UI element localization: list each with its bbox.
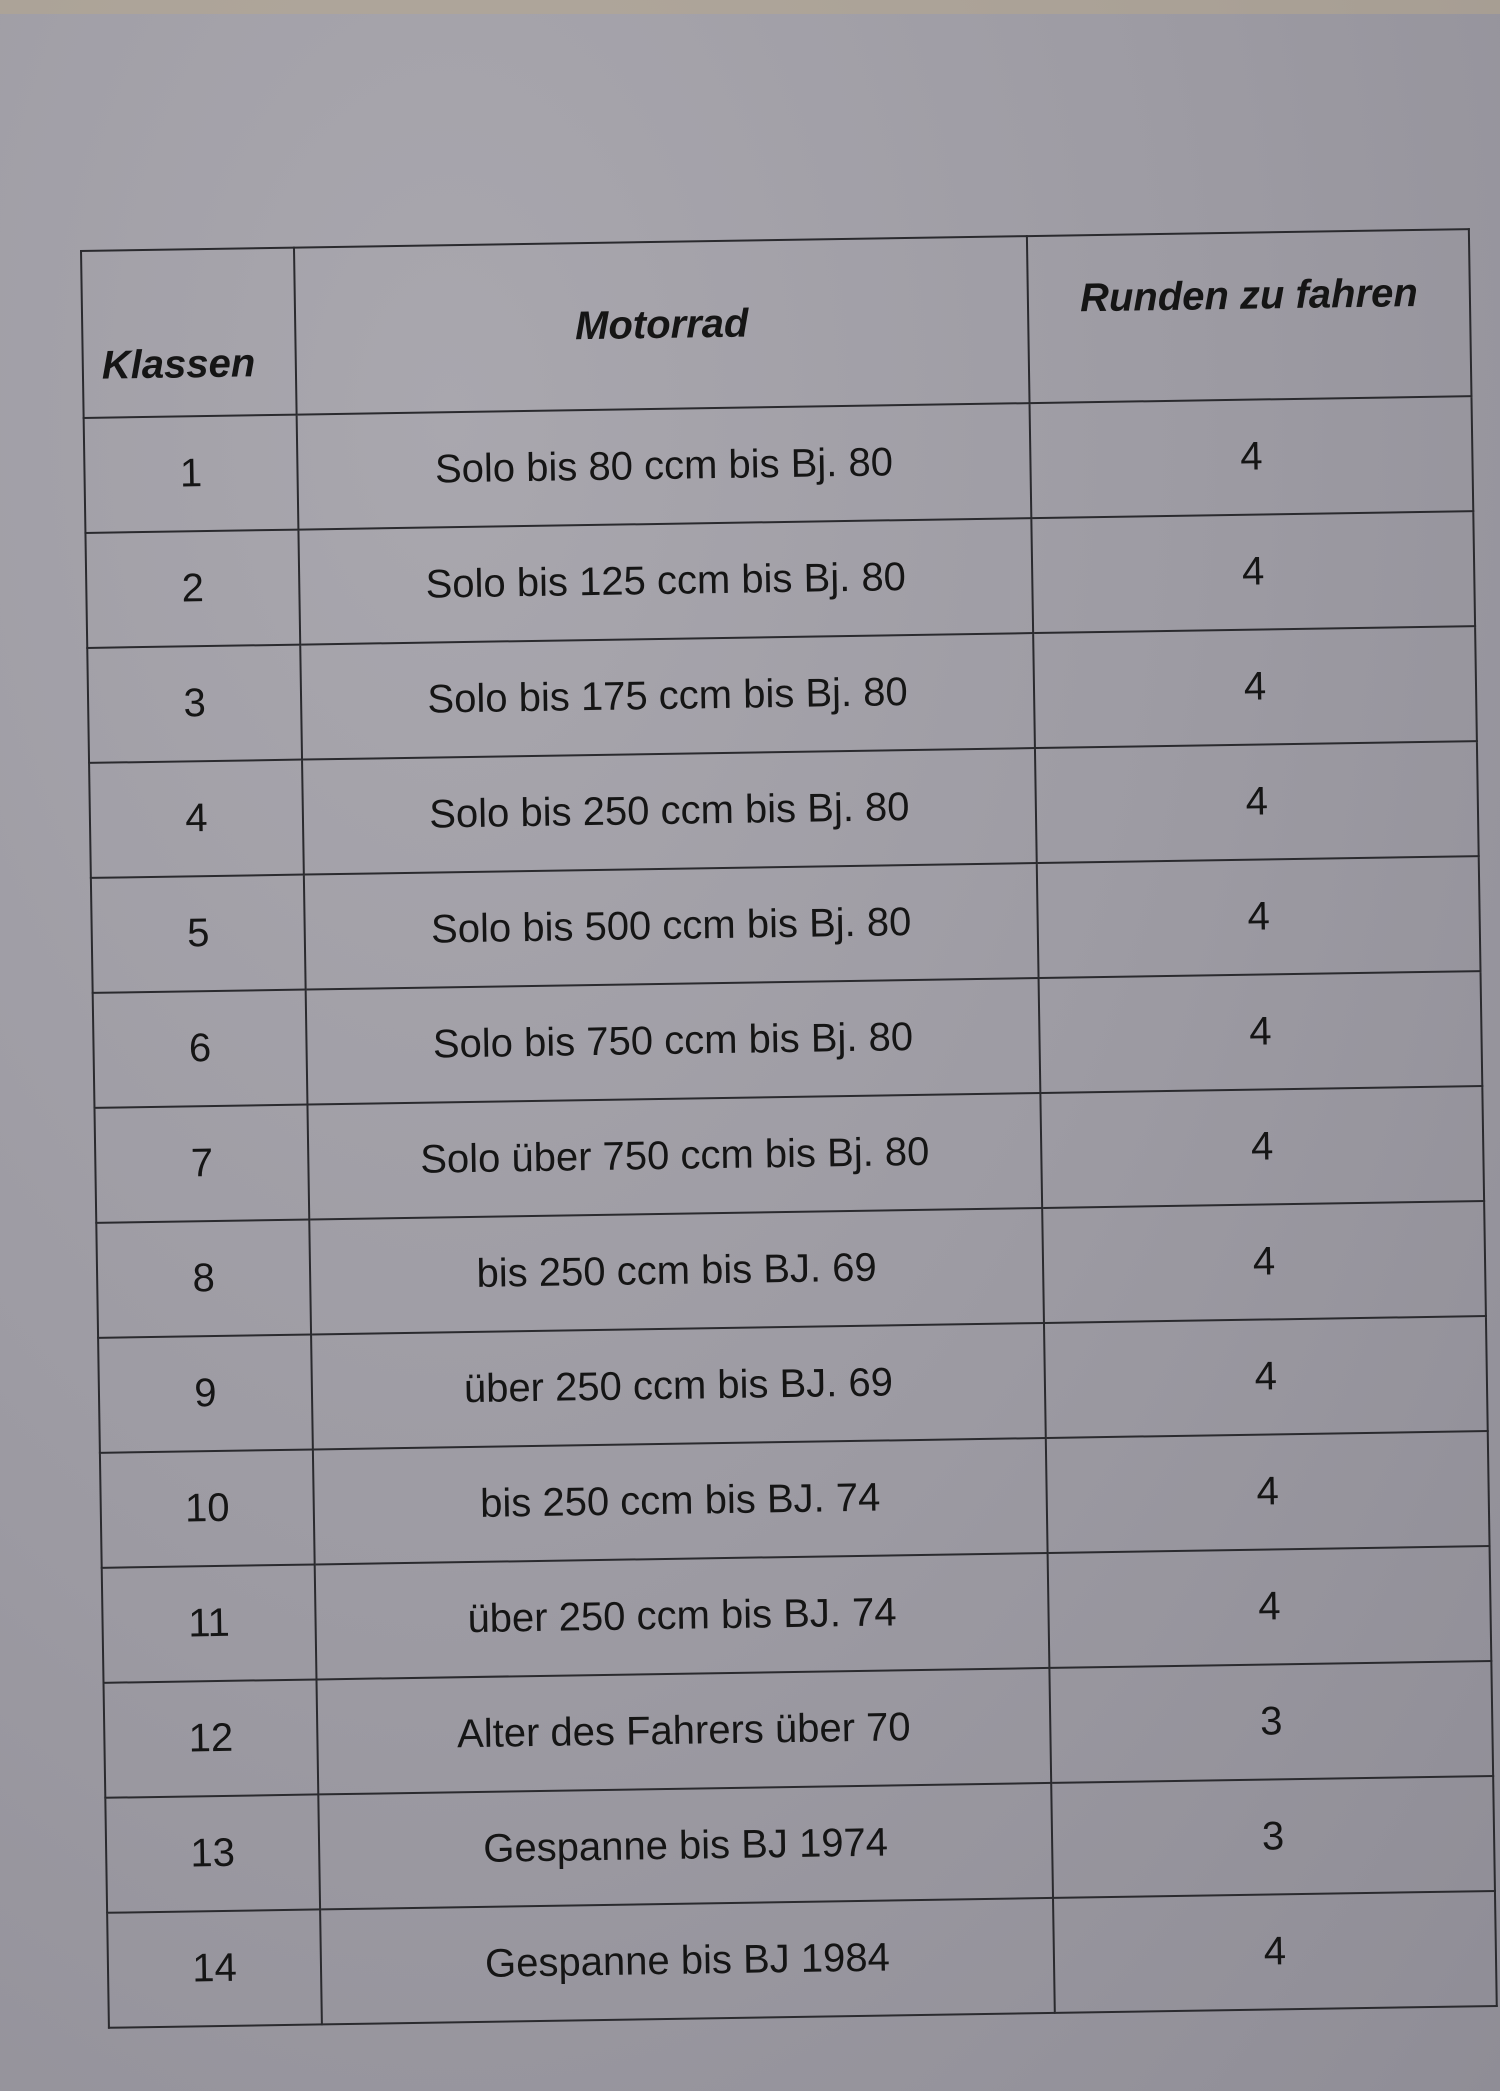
table-row: 11 über 250 ccm bis BJ. 74 4 [101,1546,1492,1683]
cell-motorrad: über 250 ccm bis BJ. 74 [314,1552,1050,1680]
table-row: 14 Gespanne bis BJ 1984 4 [107,1890,1497,2028]
paper-edge [0,0,1500,14]
cell-klasse: 6 [92,989,308,1108]
cell-runden: 4 [1047,1546,1492,1668]
cell-motorrad: bis 250 ccm bis BJ. 69 [309,1208,1044,1335]
cell-klasse: 1 [83,414,299,533]
cell-klasse: 7 [94,1104,310,1223]
cell-runden: 4 [1040,1086,1485,1209]
cell-runden: 4 [1029,396,1474,519]
cell-runden: 4 [1042,1201,1486,1323]
cell-runden: 4 [1031,511,1476,634]
cell-runden: 4 [1033,626,1477,749]
header-row: Klassen Motorrad Runden zu fahren [81,229,1472,418]
table-row: 7 Solo über 750 ccm bis Bj. 80 4 [94,1086,1485,1223]
cell-motorrad: Alter des Fahrers über 70 [316,1667,1052,1795]
header-motorrad: Motorrad [293,236,1030,415]
table-row: 2 Solo bis 125 ccm bis Bj. 80 4 [85,511,1476,648]
table-row: 8 bis 250 ccm bis BJ. 69 4 [96,1201,1486,1338]
cell-runden: 4 [1045,1431,1490,1553]
cell-runden: 4 [1034,741,1479,864]
cell-runden: 4 [1053,1890,1497,2013]
cell-klasse: 3 [87,644,303,763]
cell-motorrad: Gespanne bis BJ 1974 [318,1782,1054,1910]
header-runden: Runden zu fahren [1026,229,1472,404]
cell-runden: 3 [1051,1775,1495,1898]
cell-motorrad: über 250 ccm bis BJ. 69 [311,1322,1046,1450]
table-row: 3 Solo bis 175 ccm bis Bj. 80 4 [87,626,1477,763]
table-row: 1 Solo bis 80 ccm bis Bj. 80 4 [83,396,1474,533]
cell-motorrad: Solo bis 500 ccm bis Bj. 80 [303,863,1039,990]
table-row: 10 bis 250 ccm bis BJ. 74 4 [99,1431,1490,1568]
cell-klasse: 8 [96,1219,312,1338]
document-sheet: Klassen Motorrad Runden zu fahren 1 Solo … [80,228,1498,2029]
cell-klasse: 5 [90,874,306,993]
cell-motorrad: Solo bis 250 ccm bis Bj. 80 [302,748,1037,875]
cell-klasse: 13 [105,1794,321,1913]
table-row: 6 Solo bis 750 ccm bis Bj. 80 4 [92,971,1483,1108]
cell-klasse: 10 [99,1449,315,1568]
cell-klasse: 14 [107,1909,322,2028]
cell-runden: 3 [1049,1661,1494,1783]
cell-klasse: 12 [103,1679,319,1798]
cell-runden: 4 [1036,856,1481,979]
table-row: 5 Solo bis 500 ccm bis Bj. 80 4 [90,856,1481,993]
cell-klasse: 11 [101,1564,317,1683]
cell-klasse: 4 [89,759,304,878]
cell-motorrad: Solo bis 175 ccm bis Bj. 80 [300,633,1035,760]
cell-motorrad: Gespanne bis BJ 1984 [320,1897,1055,2025]
cell-runden: 4 [1043,1316,1488,1438]
cell-motorrad: Solo bis 125 ccm bis Bj. 80 [298,518,1034,645]
table-row: 9 über 250 ccm bis BJ. 69 4 [98,1316,1488,1453]
cell-motorrad: Solo bis 80 ccm bis Bj. 80 [296,403,1032,530]
classes-table: Klassen Motorrad Runden zu fahren 1 Solo … [80,228,1498,2029]
table-row: 4 Solo bis 250 ccm bis Bj. 80 4 [89,741,1479,878]
cell-motorrad: Solo über 750 ccm bis Bj. 80 [307,1093,1043,1220]
cell-motorrad: bis 250 ccm bis BJ. 74 [312,1437,1048,1565]
cell-motorrad: Solo bis 750 ccm bis Bj. 80 [305,978,1041,1105]
table-row: 12 Alter des Fahrers über 70 3 [103,1661,1494,1798]
cell-runden: 4 [1038,971,1483,1094]
cell-klasse: 9 [98,1334,313,1453]
cell-klasse: 2 [85,529,301,648]
header-klassen: Klassen [81,247,297,418]
table-row: 13 Gespanne bis BJ 1974 3 [105,1775,1495,1913]
